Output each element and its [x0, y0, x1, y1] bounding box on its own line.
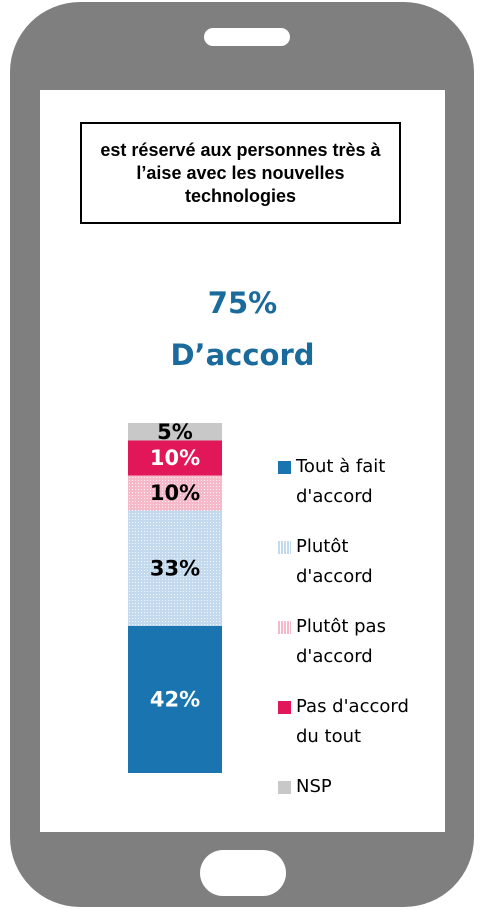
legend-swatch: [278, 461, 291, 474]
value-label: 42%: [150, 688, 200, 712]
value-label: 5%: [157, 420, 193, 444]
legend-swatch: [278, 621, 291, 634]
bar-segment: [128, 440, 222, 476]
speaker: [204, 28, 290, 46]
bar-segment: [128, 510, 222, 626]
legend-label: Pas d'accord du tout: [296, 696, 409, 747]
headline-value: 75%: [207, 286, 278, 320]
bar-segment: [128, 423, 222, 441]
legend-label: NSP: [296, 776, 332, 797]
bar-segment: [128, 475, 222, 511]
value-label: 10%: [150, 446, 200, 470]
legend-swatch: [278, 781, 291, 794]
legend-swatch: [278, 541, 291, 554]
value-label: 33%: [150, 556, 200, 580]
bar-segment: [128, 626, 222, 773]
screen: [40, 90, 445, 832]
legend-label: Tout à fait d'accord: [296, 456, 386, 507]
legend-label: Plutôt pas d'accord: [296, 616, 386, 667]
chart-title: est réservé aux personnes très à l’aise …: [80, 122, 401, 224]
value-label: 10%: [150, 481, 200, 505]
legend-swatch: [278, 701, 291, 714]
legend-label: Plutôt d'accord: [296, 536, 373, 587]
bar-stack: 42%33%10%10%5%: [128, 420, 222, 773]
headline-label: D’accord: [170, 338, 315, 372]
home-button: [200, 850, 286, 896]
